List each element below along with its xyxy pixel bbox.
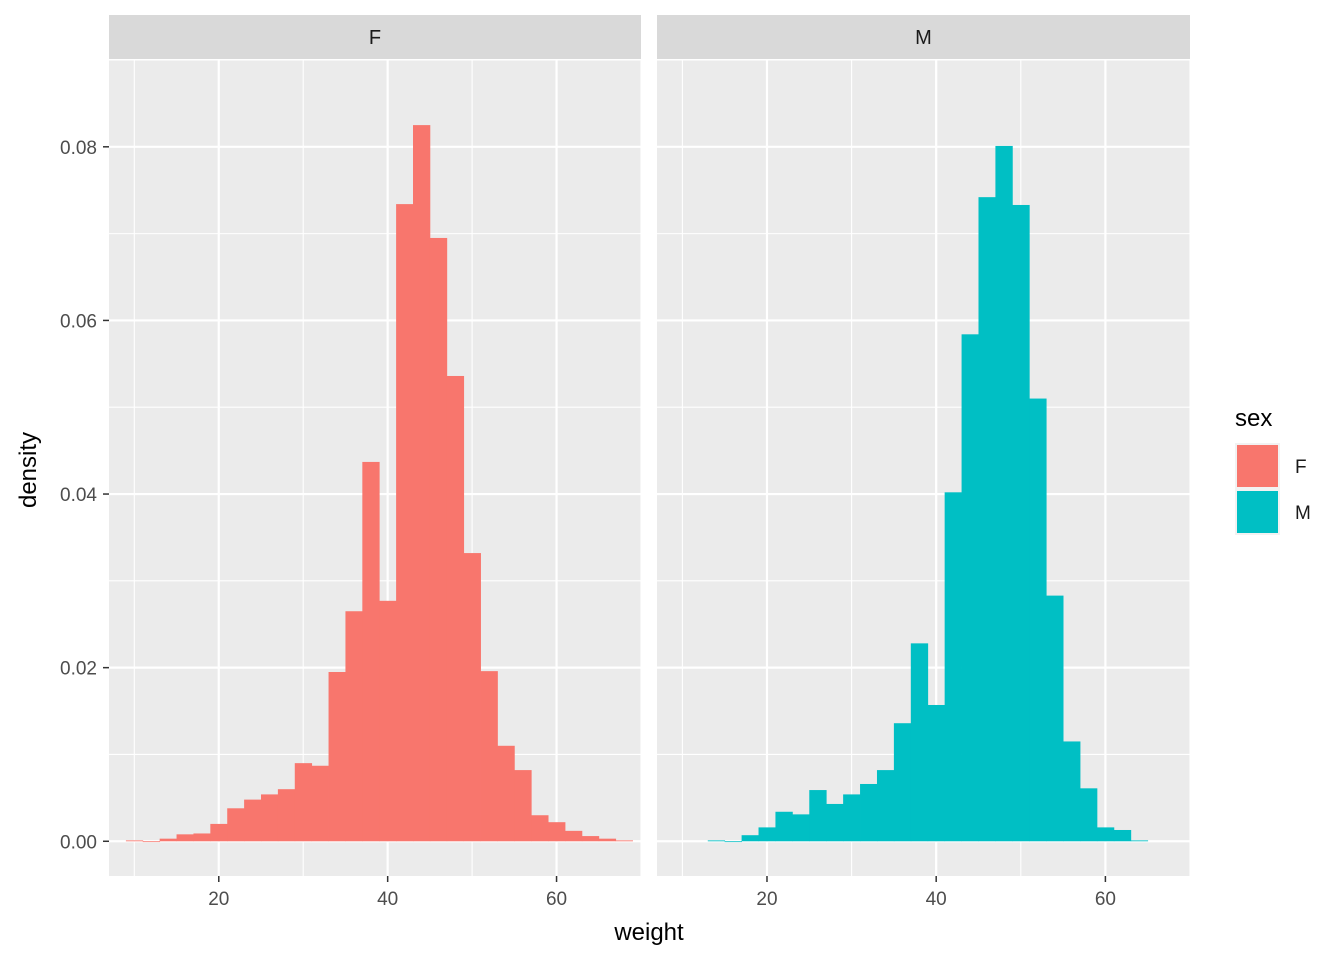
histogram-bar [860, 783, 878, 842]
x-tick-label: 20 [756, 889, 777, 910]
x-tick-label: 60 [1095, 889, 1116, 910]
histogram-bar [362, 461, 380, 842]
histogram-bar [978, 197, 996, 842]
histogram-bar [1063, 741, 1081, 842]
legend-key-label: M [1295, 503, 1311, 524]
histogram-bar [396, 204, 414, 842]
histogram-bar [598, 838, 617, 842]
histogram-bar [1046, 595, 1064, 842]
histogram-bar [210, 823, 228, 842]
histogram-bar [792, 814, 810, 842]
histogram-bar [446, 375, 465, 842]
histogram-bar [244, 799, 262, 842]
histogram-bar [480, 671, 498, 842]
y-tick-label: 0.04 [60, 485, 97, 506]
x-tick-label: 40 [926, 889, 947, 910]
facet-strip [657, 15, 1190, 59]
histogram-bar [142, 841, 161, 843]
histogram-bar [497, 745, 515, 842]
histogram-bar [809, 790, 827, 842]
histogram-bar [413, 125, 431, 842]
y-tick-label: 0.02 [60, 659, 97, 680]
histogram-bar [775, 811, 793, 842]
x-tick-label: 60 [546, 889, 567, 910]
y-tick-label: 0.06 [60, 311, 97, 332]
histogram-bar [893, 723, 912, 842]
x-axis-title: weight [613, 919, 684, 946]
histogram-bar [741, 835, 759, 842]
histogram-bar [1096, 827, 1115, 842]
histogram-bar [1113, 829, 1132, 842]
histogram-bar [379, 600, 397, 842]
histogram-bar [227, 808, 245, 842]
facet-strip [109, 15, 641, 59]
histogram-bar [1012, 204, 1030, 842]
histogram-bar [159, 838, 177, 842]
facet-strip-label: F [369, 27, 381, 49]
histogram-bar [615, 840, 633, 842]
histogram-bar [876, 770, 895, 842]
histogram-bar [758, 827, 776, 842]
x-tick-label: 40 [377, 889, 398, 910]
histogram-bar [277, 789, 296, 842]
facet-panel-M: M 20 40 60 [657, 15, 1191, 910]
y-axis: 0.00 0.02 0.04 0.06 0.08 [60, 138, 109, 853]
histogram-bar [531, 815, 549, 842]
histogram-bar [581, 836, 600, 842]
histogram-bar [995, 145, 1013, 842]
legend-keys: FM [1235, 443, 1311, 535]
facet-strip-label: M [915, 27, 932, 49]
legend-key-swatch [1237, 491, 1278, 533]
legend: sex FM [1235, 405, 1311, 535]
histogram-bar [548, 822, 566, 842]
legend-key-swatch [1237, 445, 1278, 487]
facet-panel-F: F 20 40 60 [109, 15, 642, 910]
histogram-bar [311, 765, 329, 842]
histogram-bar [910, 643, 929, 842]
histogram-bar [961, 334, 979, 842]
histogram-bar [826, 803, 844, 842]
histogram-bar [514, 770, 532, 842]
legend-key-label: F [1295, 457, 1307, 478]
histogram-bar [944, 492, 962, 842]
histogram-bar [724, 841, 743, 843]
histogram-bar [927, 704, 946, 842]
histogram-bar [1130, 840, 1149, 842]
histogram-bar [429, 237, 448, 842]
histogram-bar [1080, 788, 1098, 842]
y-tick-label: 0.08 [60, 138, 97, 159]
histogram-bar [463, 553, 481, 842]
histogram-bar [345, 611, 363, 842]
histogram-bar [328, 672, 346, 842]
histogram-bar [193, 833, 211, 842]
legend-title: sex [1235, 405, 1272, 432]
histogram-bar [261, 794, 279, 842]
histogram-bar [125, 840, 144, 842]
histogram-bar [294, 763, 313, 842]
histogram-bar [843, 794, 861, 842]
histogram-bar [707, 840, 726, 842]
histogram-bar [1029, 398, 1047, 842]
y-tick-label: 0.00 [60, 832, 97, 853]
histogram-bar [565, 830, 583, 842]
y-axis-title: density [15, 432, 42, 508]
x-tick-label: 20 [208, 889, 229, 910]
facet-panels: F 20 40 60 M 20 40 60 [109, 15, 1191, 910]
histogram-bar [176, 834, 194, 842]
